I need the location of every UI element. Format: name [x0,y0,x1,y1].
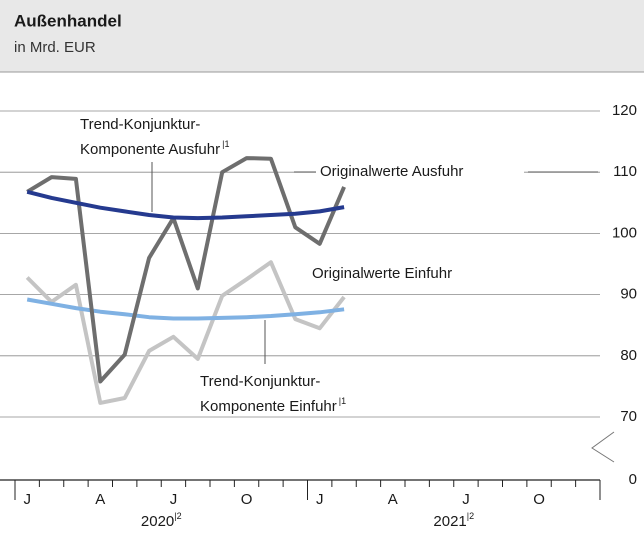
annotation-text: Komponente Ausfuhr [80,141,220,158]
chart-title: Außenhandel [14,11,122,30]
annotation-text: Komponente Einfuhr [200,398,337,415]
annotation: Komponente Ausfuhr |1 [80,139,229,158]
y-tick-label: 120 [612,102,637,119]
year-text: 2020 [141,513,174,530]
annotation-note: |1 [222,139,229,149]
y-tick-label: 90 [620,286,637,303]
axis-break [591,431,615,463]
x-tick-label: J [23,491,31,508]
year-text: 2021 [433,513,466,530]
x-tick-label: J [462,491,470,508]
annotation-text: Originalwerte Einfuhr [312,265,452,282]
y-tick-label: 70 [620,408,637,425]
series-line [26,189,345,221]
year-label: 2020|2 [141,511,182,530]
x-tick-label: O [533,491,545,508]
series-line [26,297,345,321]
annotation: Trend-Konjunktur- [80,116,200,133]
y-tick-label: 0 [629,471,637,488]
annotation-text: Trend-Konjunktur- [80,116,200,133]
y-tick-label: 100 [612,224,637,241]
year-label: 2021|2 [433,511,474,530]
series-line [25,260,346,405]
annotation: Komponente Einfuhr |1 [200,396,346,415]
break-cover [584,428,624,468]
annotation: Trend-Konjunktur- [200,373,320,390]
annotation: Originalwerte Einfuhr [312,265,452,282]
annotation-note: |1 [339,396,346,406]
header-band [0,0,644,72]
chart-subtitle: in Mrd. EUR [14,39,96,56]
annotation-text: Trend-Konjunktur- [200,373,320,390]
y-tick-label: 110 [613,163,637,180]
x-tick-label: J [316,491,324,508]
annotation-text: Originalwerte Ausfuhr [320,163,463,180]
year-note: |2 [174,511,181,521]
label-bg [316,162,524,182]
x-tick-label: O [241,491,253,508]
x-tick-label: J [170,491,178,508]
y-tick-label: 80 [620,347,637,364]
year-note: |2 [467,511,474,521]
x-tick-label: A [388,491,398,508]
x-tick-label: A [95,491,105,508]
annotation: Originalwerte Ausfuhr [320,163,463,180]
